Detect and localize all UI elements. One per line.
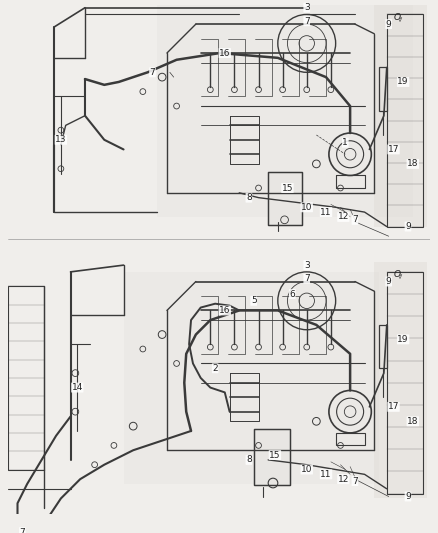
Bar [8, 286, 45, 470]
Text: 18: 18 [407, 417, 419, 426]
Text: 10: 10 [301, 203, 312, 212]
Text: 1: 1 [343, 138, 348, 147]
Bar [336, 433, 364, 446]
Text: 7: 7 [150, 68, 155, 77]
Text: 7: 7 [352, 215, 358, 224]
Bar [379, 325, 387, 368]
Text: 17: 17 [388, 402, 399, 411]
Text: 19: 19 [397, 335, 409, 344]
Text: 9: 9 [386, 20, 392, 29]
Text: 12: 12 [338, 213, 349, 221]
Text: 3: 3 [304, 261, 310, 270]
Text: 7: 7 [352, 477, 358, 486]
Bar [124, 272, 379, 484]
Text: 3: 3 [304, 3, 310, 12]
Text: 15: 15 [269, 450, 281, 459]
Text: 11: 11 [320, 208, 332, 216]
Text: 9: 9 [405, 492, 411, 501]
Bar [379, 68, 387, 111]
Bar [387, 14, 424, 227]
Bar [268, 172, 302, 224]
Text: 13: 13 [55, 135, 67, 144]
Text: 7: 7 [19, 528, 25, 533]
Text: 8: 8 [246, 193, 252, 202]
Text: 15: 15 [282, 183, 293, 192]
Bar [374, 5, 427, 227]
Text: 5: 5 [251, 296, 257, 305]
Text: 18: 18 [407, 159, 419, 168]
Text: 12: 12 [338, 475, 349, 483]
Text: 16: 16 [219, 306, 230, 315]
Bar [374, 262, 427, 498]
Text: 14: 14 [71, 383, 83, 392]
Text: 17: 17 [388, 145, 399, 154]
Text: 10: 10 [301, 465, 312, 474]
Text: $O_{\!\!/\!/}$: $O_{\!\!/\!/}$ [393, 269, 403, 281]
Text: 9: 9 [386, 277, 392, 286]
Text: 8: 8 [246, 455, 252, 464]
Text: $O_{\!\!/\!/}$: $O_{\!\!/\!/}$ [393, 11, 403, 24]
Text: 7: 7 [304, 17, 310, 26]
Text: 16: 16 [219, 49, 230, 58]
Text: 19: 19 [397, 77, 409, 86]
Text: 11: 11 [320, 470, 332, 479]
Bar [254, 429, 290, 485]
Text: 9: 9 [405, 222, 411, 231]
Bar [387, 272, 424, 494]
Text: 2: 2 [212, 364, 218, 373]
Bar [157, 5, 413, 217]
Text: 6: 6 [290, 289, 295, 298]
Text: 7: 7 [304, 274, 310, 283]
